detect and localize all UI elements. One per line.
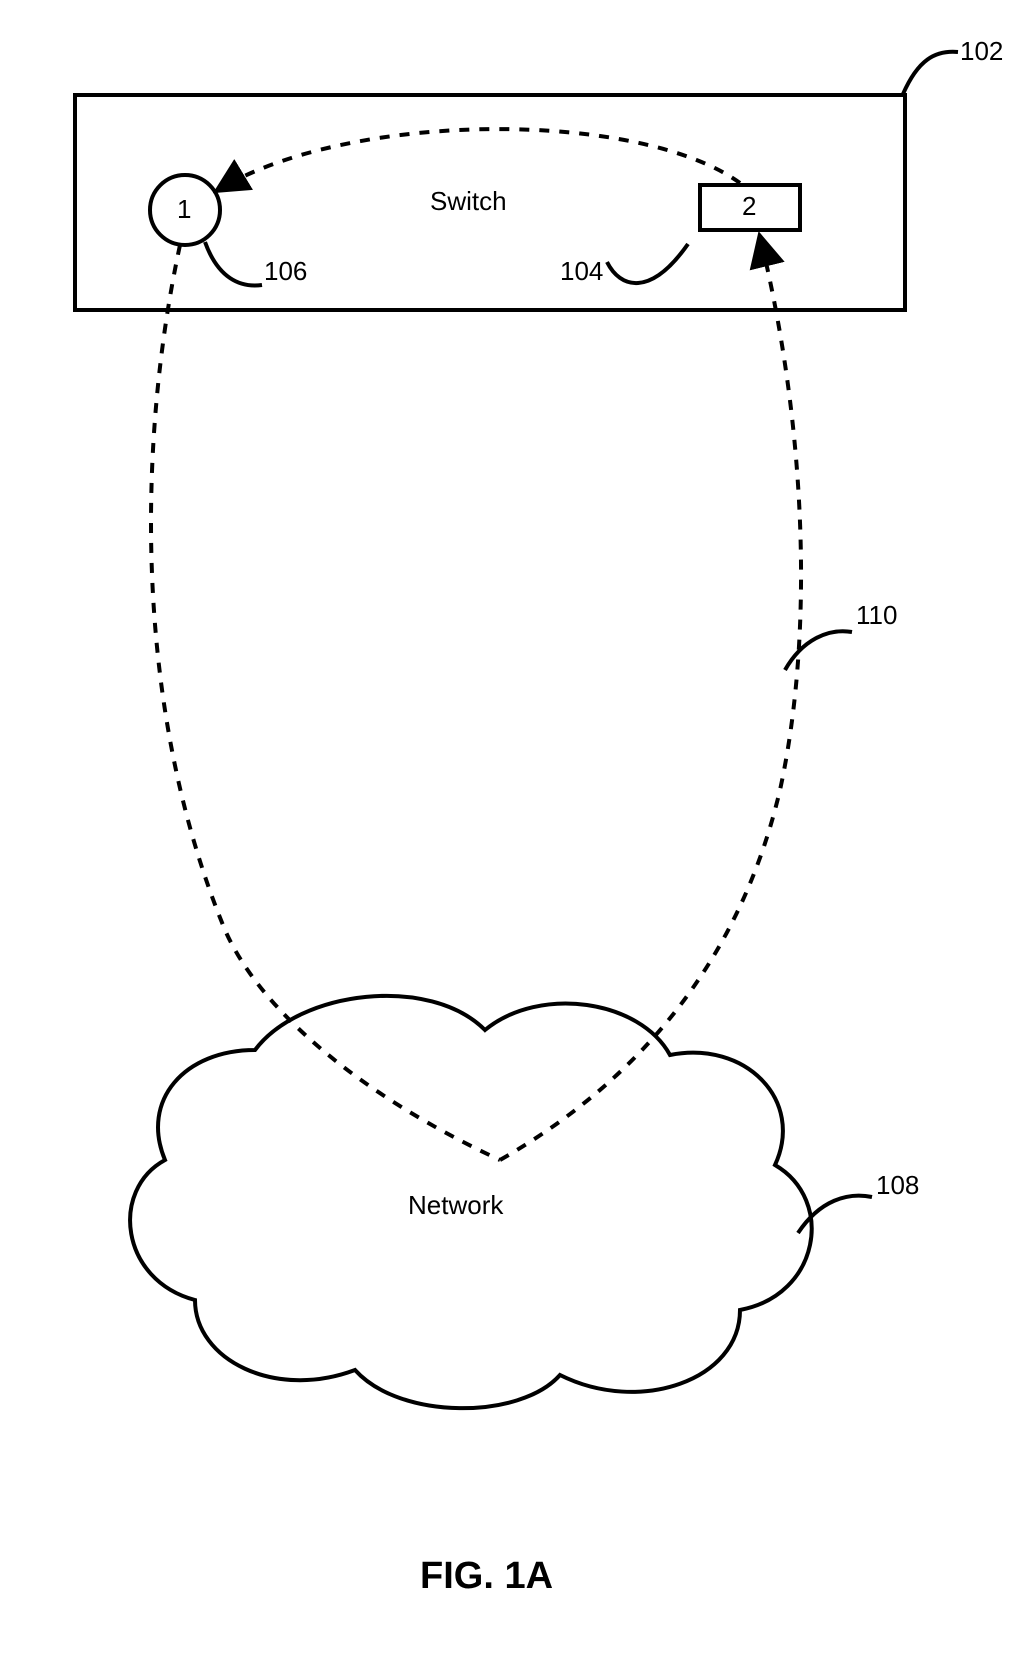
port-2-text: 2	[742, 191, 756, 222]
callout-104-leader	[607, 244, 688, 283]
ref-label-108: 108	[876, 1170, 919, 1201]
path-port2-to-port1-arc	[218, 129, 740, 190]
ref-label-102: 102	[960, 36, 1003, 67]
ref-label-106: 106	[264, 256, 307, 287]
callout-106-leader	[205, 242, 262, 286]
figure-canvas: Switch 1 2 Network 102 106 104 110 108 F…	[0, 0, 1010, 1667]
ref-label-104: 104	[560, 256, 603, 287]
callout-110-leader	[785, 631, 852, 670]
network-title: Network	[408, 1190, 503, 1221]
ref-label-110: 110	[856, 600, 897, 631]
switch-title: Switch	[430, 186, 507, 217]
port-1-text: 1	[177, 194, 191, 225]
figure-caption: FIG. 1A	[420, 1555, 553, 1598]
figure-svg	[0, 0, 1010, 1667]
callout-102-leader	[903, 52, 958, 94]
